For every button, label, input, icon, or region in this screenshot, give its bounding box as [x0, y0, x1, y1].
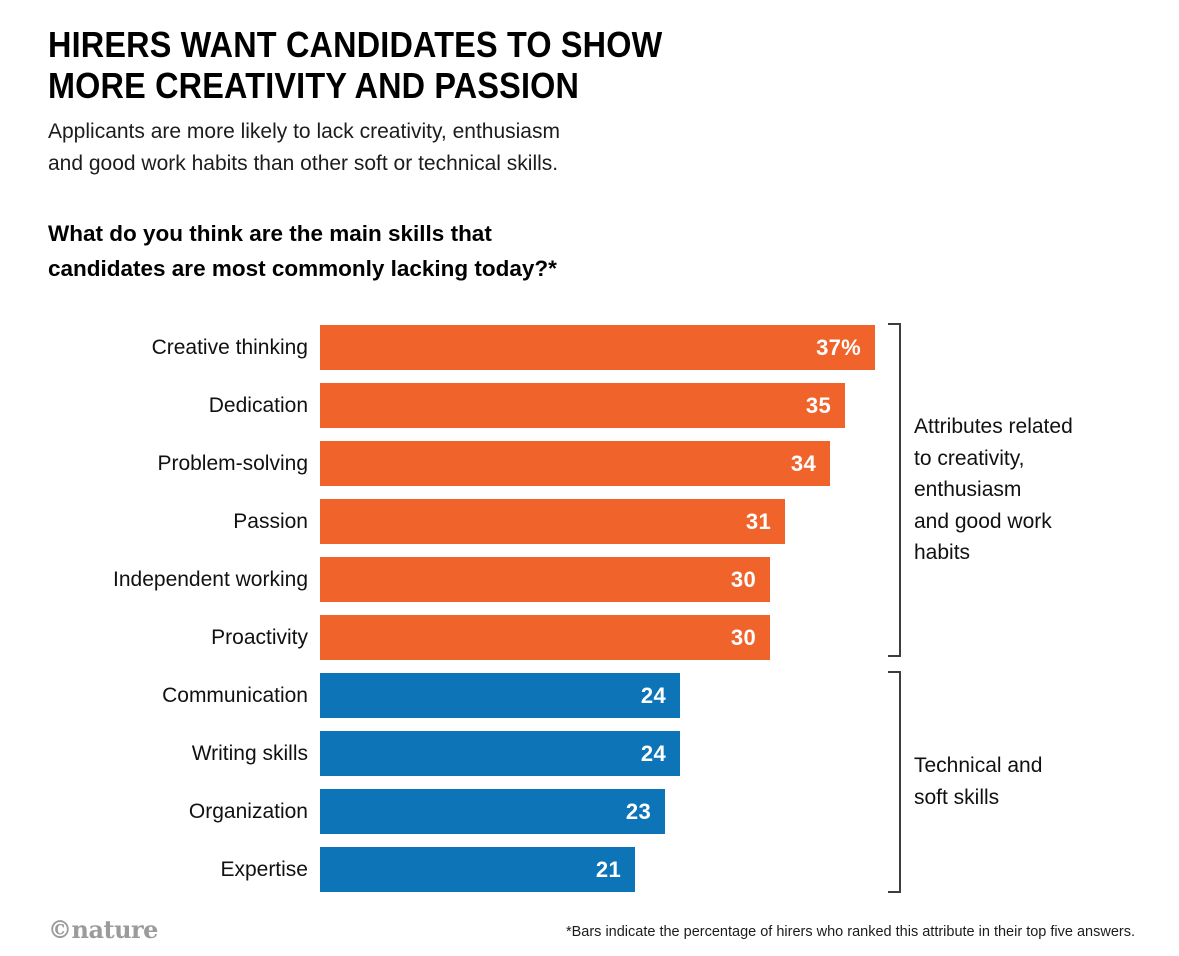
chart-title: HIRERS WANT CANDIDATES TO SHOW MORE CREA… [48, 24, 663, 107]
bar-track: 24 [320, 673, 1135, 719]
bar-row: Independent working 30 [48, 551, 1135, 609]
bar-track: 30 [320, 615, 1135, 661]
bar-category-label: Communication [162, 683, 308, 707]
bar-track: 37% [320, 325, 1135, 371]
bar-track: 30 [320, 557, 1135, 603]
group-bracket-creativity [888, 322, 901, 657]
bar-category-label: Expertise [220, 857, 308, 881]
bar-category-label: Problem-solving [157, 451, 308, 475]
bar-row: Expertise 21 [48, 841, 1135, 899]
group-label-technical-text: Technical and soft skills [914, 754, 1043, 809]
bar-value-label: 21 [595, 856, 621, 882]
bar-category-label: Organization [188, 799, 308, 823]
bar: 37% [320, 325, 875, 371]
bar-value-label: 30 [730, 624, 756, 650]
bar: 21 [320, 847, 635, 893]
group-bracket-technical [888, 670, 901, 893]
bar-row: Proactivity 30 [48, 609, 1135, 667]
nature-logo: ©nature [48, 914, 158, 944]
bar: 31 [320, 499, 785, 545]
bar-row: Dedication 35 [48, 377, 1135, 435]
bar-row: Writing skills 24 [48, 725, 1135, 783]
bar-category-label: Writing skills [191, 741, 308, 765]
footnote: *Bars indicate the percentage of hirers … [565, 923, 1135, 940]
bar-track: 23 [320, 789, 1135, 835]
bar: 30 [320, 557, 770, 603]
bar-chart: Creative thinking 37% Dedication 35 Problem-… [48, 319, 1135, 899]
bar: 24 [320, 731, 680, 777]
bar-value-label: 34 [790, 450, 816, 476]
bar-row: Problem-solving 34 [48, 435, 1135, 493]
bar-track: 21 [320, 847, 1135, 893]
survey-question: What do you think are the main skills th… [48, 221, 557, 281]
bar-value-label: 23 [625, 798, 651, 824]
bar-row: Creative thinking 37% [48, 319, 1135, 377]
bar-track: 24 [320, 731, 1135, 777]
bar-track: 34 [320, 441, 1135, 487]
bar-category-label: Independent working [113, 567, 308, 591]
group-label-creativity-text: Attributes related to creativity, enthus… [914, 415, 1073, 565]
group-label-technical: Technical and soft skills [914, 671, 1154, 893]
bar-category-label: Dedication [208, 393, 308, 417]
bar-row: Passion 31 [48, 493, 1135, 551]
group-label-creativity: Attributes related to creativity, enthus… [914, 323, 1154, 657]
bar: 23 [320, 789, 665, 835]
bar-value-label: 31 [745, 508, 771, 534]
bar-track: 31 [320, 499, 1135, 545]
bar-value-label: 37% [816, 334, 861, 360]
header: HIRERS WANT CANDIDATES TO SHOW MORE CREA… [48, 24, 1135, 287]
chart-subtitle: Applicants are more likely to lack creat… [48, 120, 560, 175]
footer: ©nature *Bars indicate the percentage of… [48, 915, 1135, 944]
bar: 30 [320, 615, 770, 661]
bar-value-label: 30 [730, 566, 756, 592]
bar-category-label: Passion [233, 509, 308, 533]
bar-category-label: Creative thinking [151, 335, 308, 359]
bar-value-label: 24 [640, 682, 666, 708]
bar-track: 35 [320, 383, 1135, 429]
bar-row: Organization 23 [48, 783, 1135, 841]
bar-rows: Creative thinking 37% Dedication 35 Problem-… [48, 319, 1135, 899]
bar-value-label: 35 [805, 392, 831, 418]
bar: 35 [320, 383, 845, 429]
bar: 24 [320, 673, 680, 719]
bar-value-label: 24 [640, 740, 666, 766]
bar: 34 [320, 441, 830, 487]
bar-category-label: Proactivity [211, 625, 308, 649]
bar-row: Communication 24 [48, 667, 1135, 725]
